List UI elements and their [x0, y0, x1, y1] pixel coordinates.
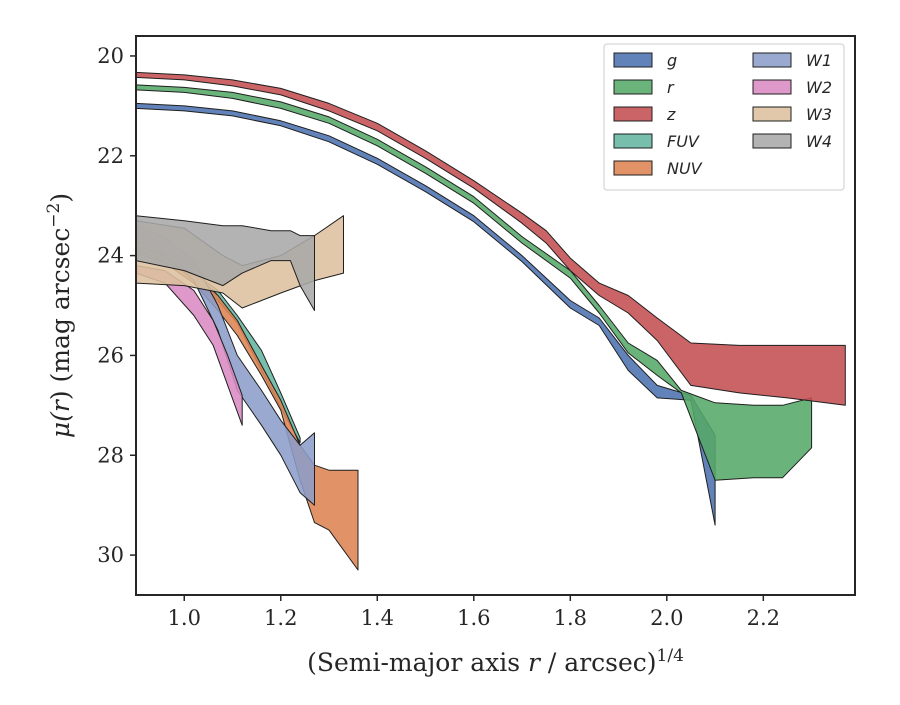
legend-swatch-z	[613, 106, 653, 122]
legend-label-z: z	[666, 105, 676, 124]
x-tick-label: 1.0	[168, 606, 201, 630]
band-w4	[136, 215, 315, 311]
legend-label-w2: W2	[806, 78, 832, 97]
legend-label-nuv: NUV	[667, 159, 703, 178]
y-tick-label: 24	[97, 244, 124, 268]
legend-label-r: r	[667, 78, 675, 97]
legend-swatch-r	[613, 79, 653, 95]
y-tick-label: 30	[97, 543, 124, 567]
legend: grz FUV NUV W1 W2 W3 W4	[603, 43, 845, 191]
axes-ticks: 1.0 1.2 1.4 1.6 1.8 2.0 2.2 20 22 24 26 28 30	[97, 44, 780, 630]
plot-area	[136, 71, 846, 571]
x-tick-label: 2.2	[747, 606, 780, 630]
y-tick-label: 20	[97, 44, 124, 68]
legend-swatch-fuv	[613, 133, 653, 149]
band-r	[136, 84, 813, 481]
x-axis-label: (Semi-major axis r / arcsec)1/4	[307, 646, 684, 677]
legend-label-fuv: FUV	[667, 132, 700, 151]
legend-swatch-w3	[752, 106, 792, 122]
x-tick-label: 1.6	[457, 606, 490, 630]
legend-label-w4: W4	[806, 132, 832, 151]
band-g	[136, 102, 716, 526]
legend-swatch-w1	[752, 52, 792, 68]
x-tick-label: 1.2	[264, 606, 297, 630]
x-tick-label: 1.8	[554, 606, 587, 630]
y-tick-label: 22	[97, 144, 124, 168]
y-tick-label: 26	[97, 343, 124, 367]
y-axis-label: μ(r) (mag arcsec−2)	[44, 193, 75, 438]
legend-label-w1: W1	[806, 51, 832, 70]
band-z	[136, 71, 846, 406]
legend-swatch-w4	[752, 133, 792, 149]
legend-swatch-w2	[752, 79, 792, 95]
legend-label-g: g	[667, 51, 677, 70]
y-tick-label: 28	[97, 443, 124, 467]
legend-swatch-nuv	[613, 160, 653, 176]
legend-swatch-g	[613, 52, 653, 68]
x-tick-label: 2.0	[650, 606, 683, 630]
legend-label-w3: W3	[806, 105, 832, 124]
x-tick-label: 1.4	[361, 606, 394, 630]
axes-frame	[135, 35, 856, 596]
